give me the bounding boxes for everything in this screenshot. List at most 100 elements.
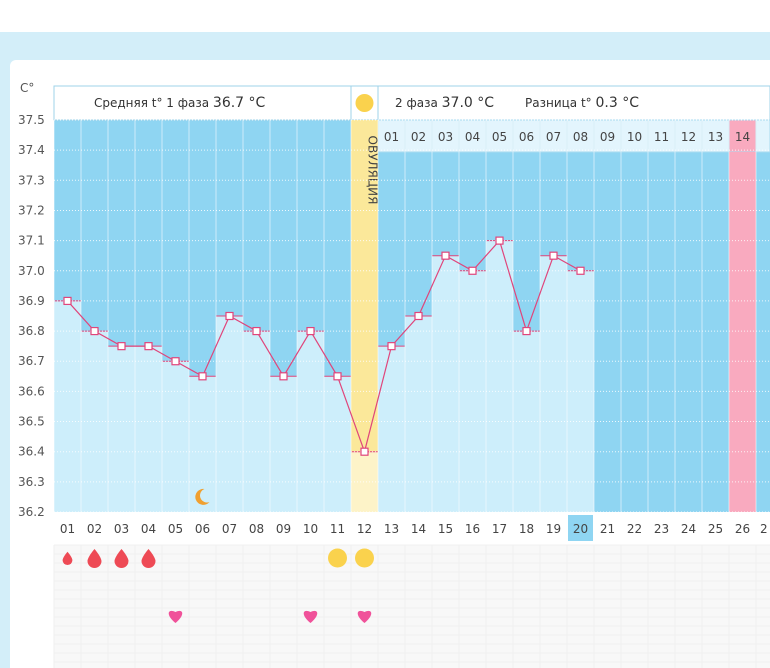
x-day-label: 23 xyxy=(654,522,669,536)
heart-icon xyxy=(168,610,183,623)
temperature-bar xyxy=(54,300,81,512)
temperature-bar xyxy=(513,331,540,512)
x-day-label: 09 xyxy=(276,522,291,536)
phase2-day-label: 14 xyxy=(735,130,750,144)
phase2-day-label: 11 xyxy=(654,130,669,144)
phase2-day-cell xyxy=(539,119,568,153)
phase2-day-label: 08 xyxy=(573,130,588,144)
x-day-label: 03 xyxy=(114,522,129,536)
y-tick-label: 36.9 xyxy=(18,294,45,308)
x-day-label: 07 xyxy=(222,522,237,536)
temperature-bar xyxy=(351,451,378,512)
ovulation-test-icon xyxy=(328,548,347,568)
y-tick-label: 37.4 xyxy=(18,143,45,157)
ovulation-sun-icon xyxy=(355,94,374,112)
current-day-highlight xyxy=(568,515,593,541)
y-axis-unit-label: C° xyxy=(20,81,34,95)
temperature-point xyxy=(333,372,342,381)
y-tick-label: 37.3 xyxy=(18,173,45,187)
phase2-day-label: 07 xyxy=(546,130,561,144)
temperature-bar xyxy=(540,255,567,512)
temperature-bar xyxy=(567,270,594,512)
phase2-day-label: 10 xyxy=(627,130,642,144)
phase2-day-label: 09 xyxy=(600,130,615,144)
y-tick-label: 36.2 xyxy=(18,505,45,519)
temperature-difference-text: Разница t° 0.3 °С xyxy=(525,95,639,111)
temperature-bar xyxy=(189,376,216,512)
phase2-day-label: 03 xyxy=(438,130,453,144)
temperature-point xyxy=(441,251,450,260)
y-tick-label: 37.5 xyxy=(18,113,45,127)
ovulation-test-icon xyxy=(355,548,374,568)
phase2-day-label: 01 xyxy=(384,130,399,144)
temperature-bar xyxy=(81,331,108,512)
phase2-average-text: 2 фаза 37.0 °С xyxy=(395,95,494,111)
y-tick-label: 37.2 xyxy=(18,203,45,217)
temperature-bar xyxy=(270,376,297,512)
temperature-point xyxy=(279,372,288,381)
x-day-label: 18 xyxy=(519,522,534,536)
heart-icon xyxy=(303,610,318,623)
x-day-label: 19 xyxy=(546,522,561,536)
blood-drop-icon xyxy=(62,551,73,565)
temperature-point xyxy=(522,326,531,336)
temperature-bar xyxy=(324,376,351,512)
x-day-label: 14 xyxy=(411,522,426,536)
x-day-label: 13 xyxy=(384,522,399,536)
temperature-bar xyxy=(297,331,324,512)
temperature-bar xyxy=(432,255,459,512)
temperature-bar xyxy=(378,346,405,512)
phase2-day-cell xyxy=(593,119,622,153)
y-tick-label: 36.5 xyxy=(18,415,45,429)
x-day-label: 06 xyxy=(195,522,210,536)
temperature-point xyxy=(306,326,315,336)
temperature-point xyxy=(117,342,126,351)
x-day-label: 08 xyxy=(249,522,264,536)
x-day-label: 12 xyxy=(357,522,372,536)
blood-drop-icon xyxy=(114,549,129,568)
x-day-label: 17 xyxy=(492,522,507,536)
phase2-day-cell xyxy=(728,119,757,153)
temperature-bar xyxy=(162,361,189,512)
temperature-point xyxy=(90,326,99,336)
x-day-label: 26 xyxy=(735,522,750,536)
y-tick-label: 36.7 xyxy=(18,354,45,368)
temperature-point xyxy=(387,342,396,351)
x-day-label: 21 xyxy=(600,522,615,536)
phase2-day-cell xyxy=(566,119,595,153)
x-day-label-partial: 2 xyxy=(760,522,768,536)
y-tick-label: 36.3 xyxy=(18,475,45,489)
x-day-label: 11 xyxy=(330,522,345,536)
temperature-bar xyxy=(135,346,162,512)
x-day-label: 02 xyxy=(87,522,102,536)
temperature-bar xyxy=(243,331,270,512)
y-tick-label: 36.8 xyxy=(18,324,45,338)
phase2-day-cell xyxy=(755,119,770,153)
blood-drop-icon xyxy=(141,549,156,568)
temperature-point xyxy=(171,357,180,366)
temperature-point xyxy=(198,372,207,381)
phase2-day-label: 05 xyxy=(492,130,507,144)
temperature-point xyxy=(549,251,558,260)
temperature-series-line xyxy=(67,239,581,454)
temperature-bar xyxy=(108,346,135,512)
expected-period-column xyxy=(729,152,756,512)
ovulation-column xyxy=(351,120,378,512)
marker-grid xyxy=(54,545,770,668)
temperature-point xyxy=(252,326,261,336)
phase2-day-label: 12 xyxy=(681,130,696,144)
temperature-bar xyxy=(459,270,486,512)
temperature-point xyxy=(144,342,153,351)
x-day-label: 05 xyxy=(168,522,183,536)
x-day-label: 22 xyxy=(627,522,642,536)
y-tick-label: 37.1 xyxy=(18,234,45,248)
temperature-bar xyxy=(405,316,432,512)
temperature-bar xyxy=(216,316,243,512)
x-day-label: 16 xyxy=(465,522,480,536)
temperature-point xyxy=(414,311,423,321)
x-day-label: 10 xyxy=(303,522,318,536)
x-day-label: 20 xyxy=(573,522,588,536)
x-day-label: 01 xyxy=(60,522,75,536)
temperature-bar xyxy=(486,240,513,512)
